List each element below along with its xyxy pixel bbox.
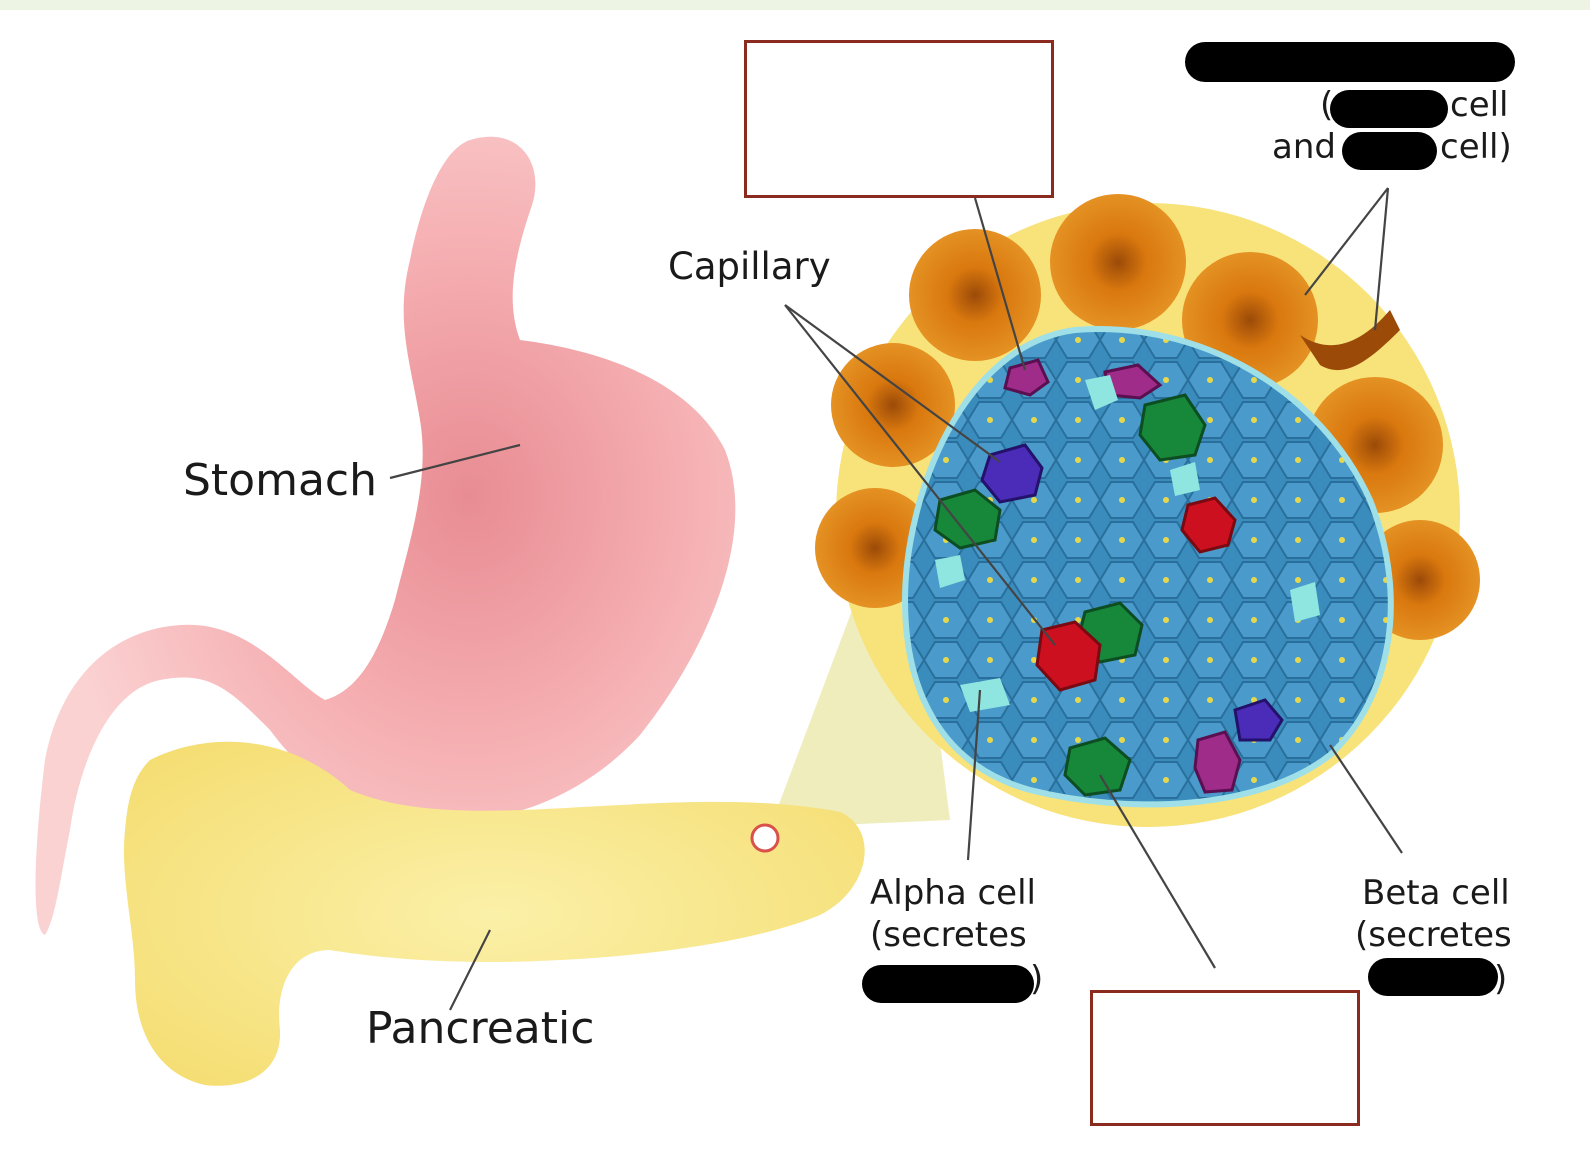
capillary-cell (960, 678, 1010, 712)
leader-alpha (966, 689, 982, 861)
red-cells (1035, 496, 1237, 692)
alpha-cell (1063, 736, 1132, 797)
leader-capillary-1 (784, 304, 1001, 463)
label-pancreatic: Pancreatic (366, 1003, 595, 1054)
label-exocrine-and: and (1272, 127, 1336, 167)
acinar-cluster (909, 229, 1041, 361)
label-exocrine-cell2: cell) (1440, 127, 1512, 167)
leader-top-box (973, 197, 1027, 371)
answer-box-bottom[interactable] (1090, 990, 1360, 1126)
leader-lines (389, 187, 1403, 1011)
capillary-cell (1170, 462, 1200, 496)
pancreas-shape (123, 741, 865, 1086)
acinar-duct (1300, 310, 1400, 371)
capillary-cell (1085, 375, 1118, 410)
leader-beta (1329, 744, 1403, 854)
capillary-cells (935, 375, 1320, 712)
blue-violet-cell (1233, 698, 1284, 742)
redaction-exocrine-cell1 (1330, 90, 1448, 128)
label-alpha-cell: Alpha cell (870, 873, 1036, 913)
leader-capillary-2 (784, 304, 1056, 646)
redaction-exocrine-cell2 (1342, 132, 1437, 170)
leader-pancreatic (449, 929, 491, 1011)
acinar-cluster (1050, 194, 1186, 330)
label-exocrine-cell1: cell (1450, 85, 1509, 125)
magenta-cell (1003, 358, 1050, 397)
redaction-beta-hormone (1368, 958, 1498, 996)
redaction-exocrine-title (1185, 42, 1515, 82)
label-beta-close: ) (1494, 959, 1508, 999)
label-capillary: Capillary (668, 245, 831, 288)
zoom-origin-marker (750, 823, 780, 853)
label-exocrine-open: ( (1320, 85, 1334, 125)
leader-exocrine-2 (1373, 187, 1390, 331)
leader-stomach (389, 443, 521, 480)
alpha-cell (933, 488, 1002, 550)
label-stomach: Stomach (183, 455, 378, 506)
alpha-cell (1138, 393, 1207, 462)
red-cell (1035, 620, 1102, 692)
stomach-shape (35, 136, 736, 936)
label-beta-cell: Beta cell (1362, 873, 1510, 913)
acinar-cluster (831, 343, 955, 467)
redaction-alpha-hormone (862, 965, 1034, 1003)
answer-box-top[interactable] (744, 40, 1054, 198)
leader-bottom-box (1099, 774, 1216, 969)
capillary-cell (935, 555, 965, 588)
magenta-cell (1193, 730, 1242, 794)
label-beta-secretes: (secretes (1355, 915, 1512, 955)
capillary-cell (1290, 582, 1320, 622)
leader-exocrine-1 (1304, 187, 1389, 296)
top-edge-strip (0, 0, 1590, 10)
label-alpha-secretes: (secretes (870, 915, 1027, 955)
red-cell (1180, 496, 1237, 554)
